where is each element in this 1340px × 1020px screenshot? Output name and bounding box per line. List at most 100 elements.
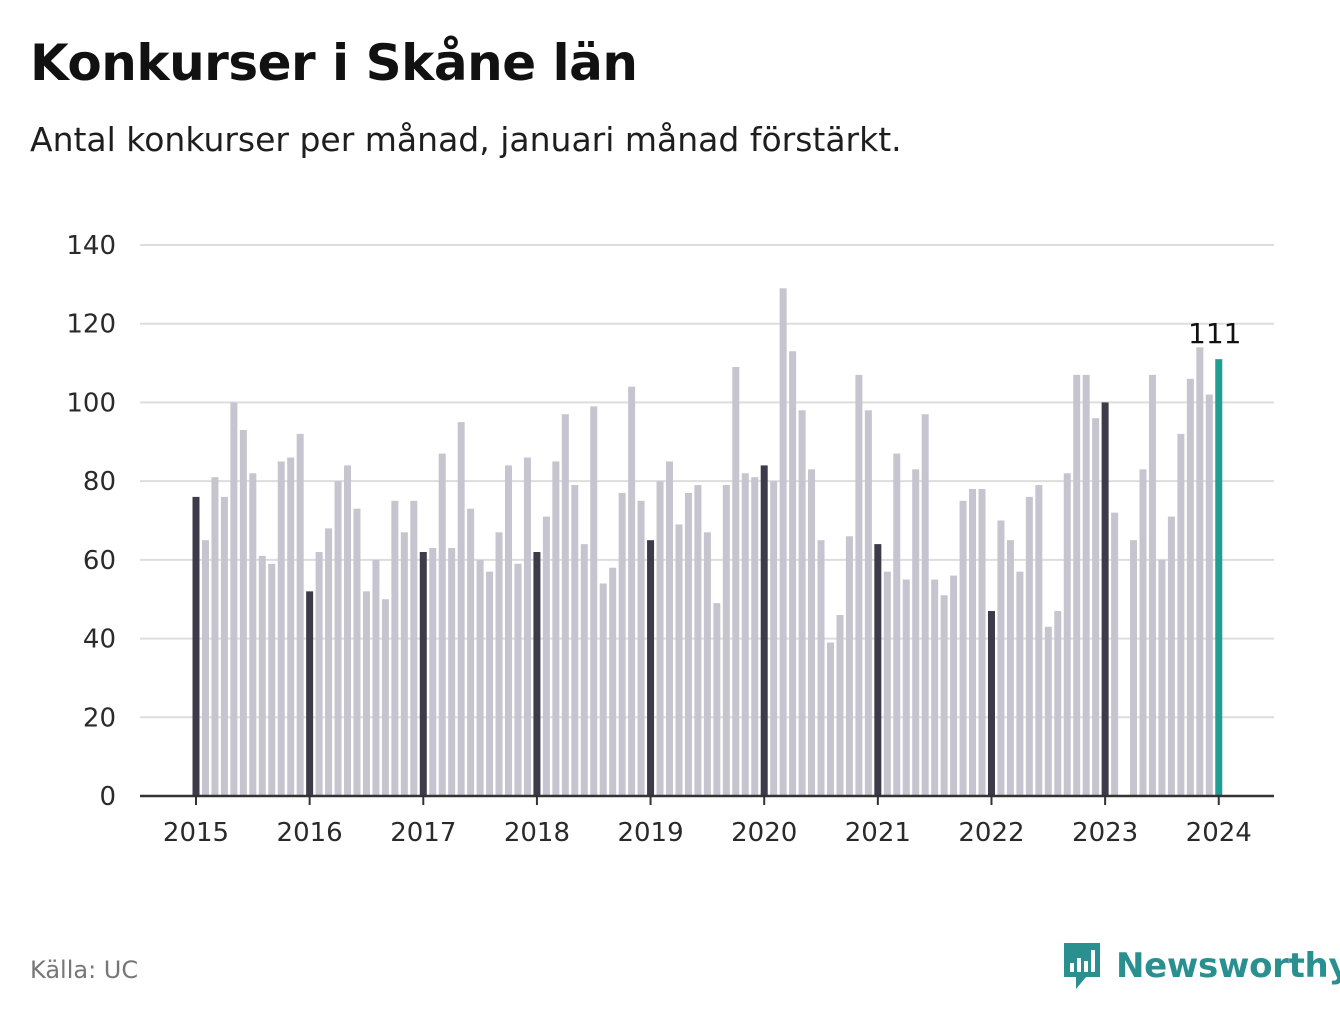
y-tick-label: 140 (66, 231, 116, 261)
bar (372, 559, 380, 796)
x-tick-label: 2016 (277, 818, 343, 848)
bar (931, 579, 939, 796)
bar-january (1101, 402, 1109, 796)
bar (940, 595, 948, 796)
bar (505, 465, 513, 796)
bar (1111, 512, 1119, 796)
bar (817, 540, 825, 796)
bar (495, 532, 503, 796)
bar (789, 351, 797, 796)
source-note: Källa: UC (30, 956, 139, 984)
bar (675, 524, 683, 796)
brand-name: Newsworthy (1116, 946, 1340, 986)
bar (296, 433, 304, 796)
bar (201, 540, 209, 796)
x-tick-label: 2015 (163, 818, 229, 848)
chart-subtitle: Antal konkurser per månad, januari månad… (30, 120, 902, 159)
bar (836, 614, 844, 796)
bar (542, 516, 550, 796)
bar (580, 544, 588, 796)
bar (1186, 378, 1194, 796)
bar (438, 453, 446, 796)
y-tick-label: 60 (83, 546, 116, 576)
bar (666, 461, 673, 796)
bar (713, 603, 721, 796)
bar (467, 508, 475, 796)
x-tick-label: 2017 (390, 818, 456, 848)
bar (798, 410, 806, 796)
bar-january (192, 496, 200, 796)
x-tick-label: 2018 (504, 818, 570, 848)
bar (628, 386, 636, 796)
bar (258, 555, 266, 796)
bar (230, 402, 238, 796)
bar-january (874, 544, 882, 796)
y-tick-label: 100 (66, 388, 116, 418)
chart-title: Konkurser i Skåne län (30, 34, 638, 92)
bar (997, 520, 1005, 796)
bar (599, 583, 607, 796)
bar (362, 591, 370, 796)
bar (845, 536, 853, 796)
bar (1148, 374, 1156, 796)
bar (1016, 571, 1024, 796)
bar (826, 642, 834, 796)
bar (741, 473, 749, 796)
bar (334, 481, 342, 796)
y-tick-label: 20 (83, 703, 116, 733)
bar-january (760, 465, 768, 796)
newsworthy-brand[interactable]: Newsworthy (1062, 940, 1340, 992)
bar (410, 500, 418, 796)
y-tick-label: 120 (66, 310, 116, 340)
bar (1177, 433, 1185, 796)
bar (637, 500, 645, 796)
bar (921, 414, 929, 796)
bar (325, 528, 333, 796)
bar (1082, 374, 1090, 796)
bar (722, 485, 730, 796)
bar (855, 374, 863, 796)
bar (684, 492, 692, 796)
bar (694, 485, 702, 796)
x-tick-label: 2019 (617, 818, 683, 848)
bar (476, 559, 484, 796)
bar (1054, 611, 1062, 796)
bar (561, 414, 569, 796)
bar (220, 496, 228, 796)
bars (192, 288, 1223, 796)
bar (779, 288, 787, 796)
bar (1044, 626, 1052, 796)
bar (893, 453, 901, 796)
x-tick-label: 2023 (1072, 818, 1138, 848)
y-axis-ticks: 0 20 40 60 80 100 120 140 (66, 231, 116, 812)
bar-january (306, 591, 314, 796)
bar (1205, 394, 1213, 796)
latest-value-label: 111 (1188, 317, 1241, 350)
bar (344, 465, 352, 796)
bar (969, 489, 977, 796)
bar (609, 567, 617, 796)
bar (400, 532, 408, 796)
bar (315, 551, 323, 796)
bar (1063, 473, 1071, 796)
bar (486, 571, 494, 796)
bar-january (647, 540, 655, 796)
bar (571, 485, 579, 796)
bar (959, 500, 967, 796)
bar-january (419, 551, 427, 796)
bar (978, 489, 986, 796)
bar-january (533, 551, 541, 796)
bar (1025, 496, 1033, 796)
bar (287, 457, 295, 796)
bar (864, 410, 872, 796)
bar (448, 548, 456, 796)
bar (277, 461, 285, 796)
data-labels: 111 (1188, 317, 1241, 350)
bar (1035, 485, 1043, 796)
bar (457, 422, 465, 796)
bar (1158, 559, 1166, 796)
bar (381, 599, 389, 796)
bar (1130, 540, 1138, 796)
bar (523, 457, 531, 796)
